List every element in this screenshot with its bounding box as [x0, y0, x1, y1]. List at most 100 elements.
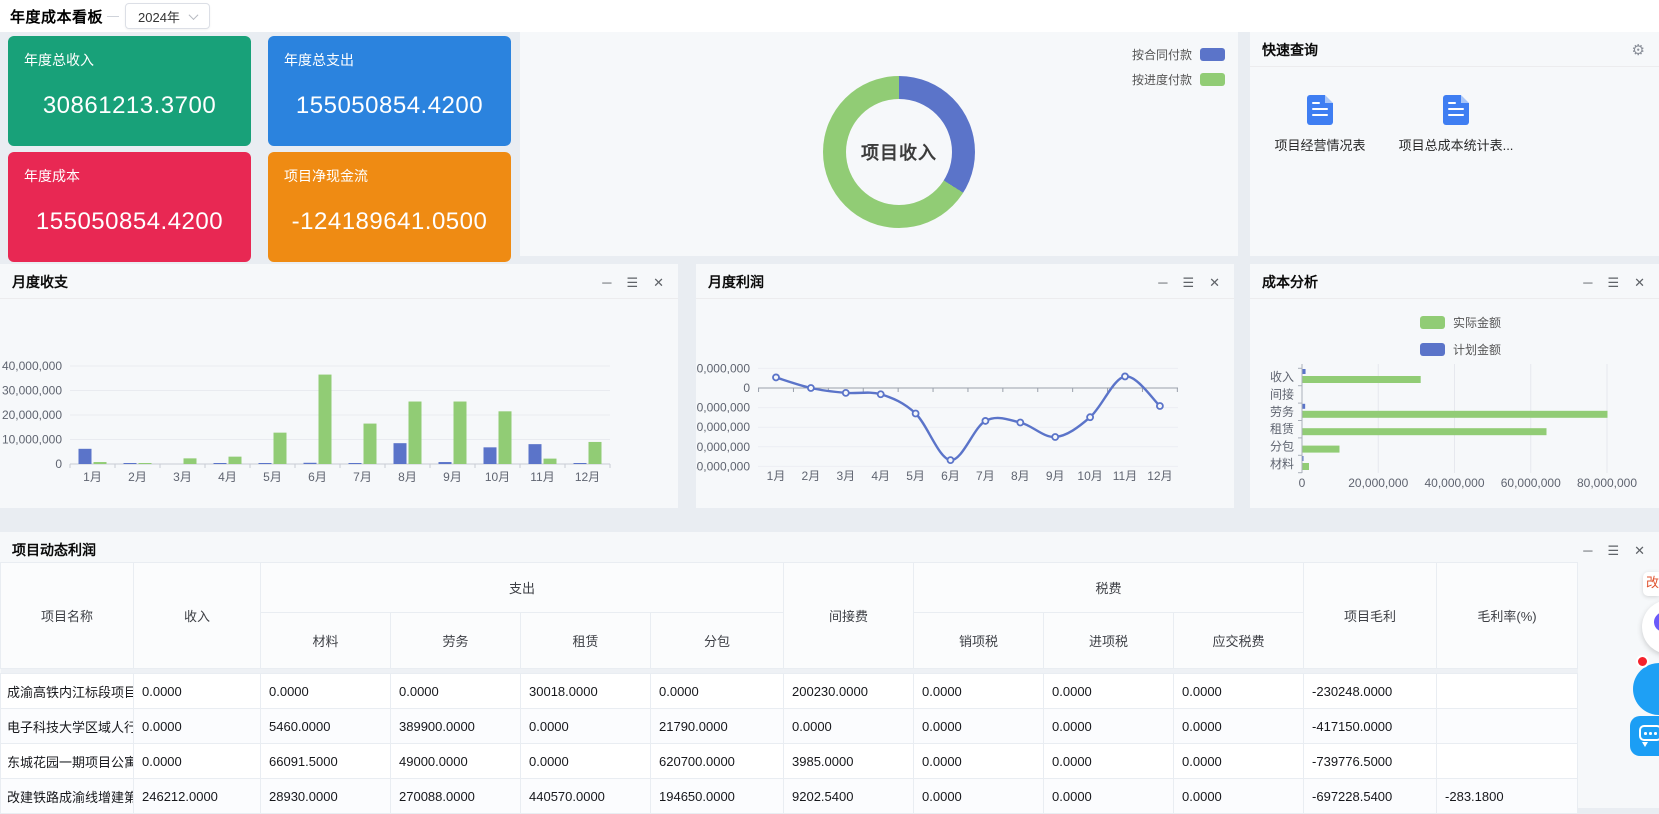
col-header-subcontract: 分包	[649, 612, 785, 669]
col-header-material: 材料	[260, 612, 391, 669]
kpi-label: 年度总收入	[24, 52, 94, 68]
legend-item-contract[interactable]: 按合同付款	[1132, 46, 1225, 63]
table-cell: 620700.0000	[649, 743, 785, 779]
svg-text:5月: 5月	[906, 469, 925, 483]
close-icon[interactable]: ✕	[1209, 274, 1220, 290]
svg-text:20,000,000: 20,000,000	[2, 408, 62, 422]
year-select[interactable]: 2024年	[125, 3, 210, 29]
table-cell: 3985.0000	[783, 743, 915, 779]
document-icon	[1307, 95, 1333, 125]
table-row[interactable]: 改建铁路成渝线增建第 246212.0000 28930.0000 270088.00…	[0, 778, 1579, 814]
project-name-cell: 东城花园一期项目公寓	[0, 743, 134, 779]
table-row[interactable]: 成渝高铁内江标段项目 0.0000 0.0000 0.0000 30018.0000 0.…	[0, 673, 1579, 709]
legend-item-progress[interactable]: 按进度付款	[1132, 71, 1225, 88]
table-cell: 21790.0000	[649, 708, 785, 744]
table-cell: 270088.0000	[390, 778, 521, 814]
col-header-name: 项目名称	[0, 562, 134, 669]
kpi-card-total-expense: 年度总支出 155050854.4200	[268, 36, 511, 146]
table-cell: 0.0000	[520, 708, 651, 744]
svg-text:8月: 8月	[1011, 469, 1030, 483]
quick-item-report-1[interactable]: 项目经营情况表	[1264, 95, 1376, 154]
svg-text:11月: 11月	[1113, 469, 1137, 483]
table-cell: 194650.0000	[649, 778, 785, 814]
menu-icon[interactable]: ☰	[1607, 542, 1620, 558]
svg-text:12月: 12月	[575, 470, 600, 484]
kpi-value: 155050854.4200	[295, 92, 484, 119]
table-cell: 246212.0000	[133, 778, 261, 814]
svg-text:20,000,000: 20,000,000	[1348, 476, 1408, 490]
svg-text:0: 0	[55, 457, 62, 471]
col-group-expense: 支出	[259, 562, 785, 613]
quick-item-label: 项目经营情况表	[1274, 138, 1366, 153]
donut-center: 项目收入	[846, 99, 952, 205]
svg-text:-20,000,000: -20,000,000	[696, 420, 750, 434]
minimize-icon[interactable]: ─	[1583, 542, 1593, 558]
quick-query-panel: 快速查询 ⚙ 项目经营情况表 项目总成本统计表...	[1250, 32, 1659, 256]
svg-text:分包: 分包	[1270, 440, 1294, 454]
table-cell	[1436, 673, 1579, 709]
monthly-balance-chart[interactable]: 0 10,000,000 20,000,000 30,000,000 40,000,00…	[0, 292, 678, 508]
kpi-value: 155050854.4200	[35, 208, 224, 235]
close-icon[interactable]: ✕	[1634, 542, 1645, 558]
table-row[interactable]: 电子科技大学区域人行 0.0000 5460.0000 389900.0000 0.00…	[0, 708, 1579, 744]
table-cell: -697228.5400	[1303, 778, 1438, 814]
minimize-icon[interactable]: ─	[602, 274, 612, 290]
table-cell: 0.0000	[390, 673, 521, 709]
svg-text:80,000,000: 80,000,000	[1577, 476, 1637, 490]
kpi-value: 30861213.3700	[42, 92, 217, 119]
svg-text:10月: 10月	[485, 470, 510, 484]
table-cell: 200230.0000	[783, 673, 915, 709]
cost-analysis-panel: 成本分析 ─ ☰ ✕ 实际金额 计划金额 0 20,000,000 40,000,0…	[1250, 264, 1659, 508]
quick-item-report-2[interactable]: 项目总成本统计表...	[1399, 95, 1513, 154]
legend-label: 实际金额	[1453, 316, 1502, 330]
kpi-label: 年度总支出	[284, 52, 354, 68]
minimize-icon[interactable]: ─	[1158, 274, 1168, 290]
monthly-profit-panel: 月度利润 ─ ☰ ✕ 10,000,000 0 -10,000,000 -20,000…	[696, 264, 1234, 508]
menu-icon[interactable]: ☰	[626, 274, 639, 290]
browser-extension-float-icon[interactable]	[1642, 600, 1659, 654]
minimize-icon[interactable]: ─	[1583, 274, 1593, 290]
top-bar: 年度成本看板 2024年	[0, 0, 1659, 32]
svg-text:1月: 1月	[767, 469, 786, 483]
svg-text:收入: 收入	[1270, 370, 1294, 384]
svg-text:5月: 5月	[263, 470, 282, 484]
table-cell: 0.0000	[649, 673, 785, 709]
table-cell: 0.0000	[783, 708, 915, 744]
legend-swatch-green	[1200, 73, 1225, 86]
legend-item-actual[interactable]: 实际金额	[1420, 314, 1501, 331]
project-profit-table: 项目名称 收入 支出 间接费 税费 项目毛利 毛利率(%) 材料 劳务 租赁 分…	[0, 562, 1579, 814]
svg-text:-40,000,000: -40,000,000	[696, 459, 750, 473]
table-cell: 28930.0000	[260, 778, 391, 814]
kpi-card-total-income: 年度总收入 30861213.3700	[8, 36, 251, 146]
svg-text:劳务: 劳务	[1270, 404, 1294, 419]
chat-icon[interactable]	[1630, 716, 1659, 756]
menu-icon[interactable]: ☰	[1607, 274, 1620, 290]
svg-text:30,000,000: 30,000,000	[2, 384, 62, 398]
table-cell: 0.0000	[133, 743, 261, 779]
monthly-profit-chart[interactable]: 10,000,000 0 -10,000,000 -20,000,000 -30,000…	[696, 292, 1234, 508]
cost-analysis-chart[interactable]: 0 20,000,000 40,000,000 60,000,000 80,000,00…	[1250, 292, 1659, 508]
table-cell: 0.0000	[1043, 743, 1175, 779]
svg-text:-10,000,000: -10,000,000	[696, 401, 750, 415]
table-cell: -283.1800	[1436, 778, 1579, 814]
svg-text:40,000,000: 40,000,000	[1424, 476, 1484, 490]
svg-text:2月: 2月	[128, 470, 147, 484]
svg-text:3月: 3月	[173, 470, 192, 484]
close-icon[interactable]: ✕	[1634, 274, 1645, 290]
svg-text:10,000,000: 10,000,000	[696, 361, 750, 375]
monthly-profit-title: 月度利润	[708, 274, 764, 290]
table-row[interactable]: 东城花园一期项目公寓 0.0000 66091.5000 49000.0000 0.00…	[0, 743, 1579, 779]
floating-badge[interactable]: 改	[1643, 572, 1659, 596]
table-cell: 0.0000	[520, 743, 651, 779]
cost-analysis-title: 成本分析	[1262, 274, 1318, 290]
window-controls: ─ ☰ ✕	[1158, 276, 1220, 289]
gear-icon[interactable]: ⚙	[1631, 42, 1645, 59]
menu-icon[interactable]: ☰	[1182, 274, 1195, 290]
svg-text:3月: 3月	[836, 469, 855, 483]
project-income-donut-chart[interactable]: 项目收入	[823, 76, 975, 228]
table-cell: 30018.0000	[520, 673, 651, 709]
close-icon[interactable]: ✕	[653, 274, 664, 290]
svg-text:60,000,000: 60,000,000	[1501, 476, 1561, 490]
legend-item-planned[interactable]: 计划金额	[1420, 341, 1501, 358]
table-cell: 0.0000	[260, 673, 391, 709]
